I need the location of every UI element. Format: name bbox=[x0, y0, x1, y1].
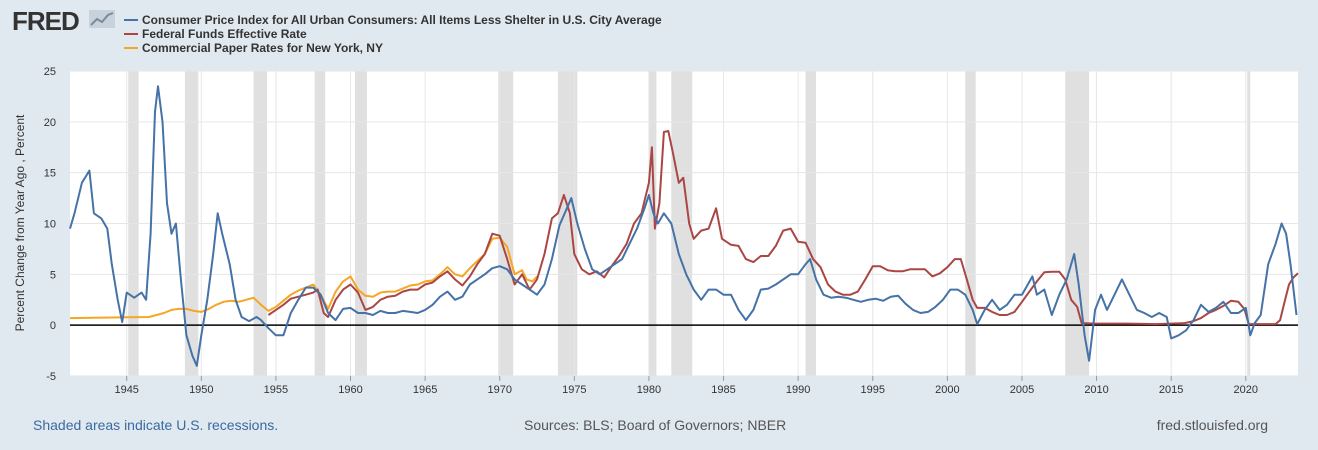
x-tick-label: 1975 bbox=[562, 384, 586, 396]
x-tick-label: 1945 bbox=[114, 384, 138, 396]
y-tick-label: 5 bbox=[50, 269, 56, 281]
legend-item-cpi: Consumer Price Index for All Urban Consu… bbox=[124, 13, 662, 27]
recession-note: Shaded areas indicate U.S. recessions. bbox=[33, 417, 279, 433]
series-line-0 bbox=[69, 85, 1298, 367]
y-tick-label: 0 bbox=[50, 320, 56, 332]
y-tick-label: -5 bbox=[46, 371, 56, 383]
sources-note: Sources: BLS; Board of Governors; NBER bbox=[524, 417, 787, 433]
series-line-2 bbox=[69, 236, 538, 320]
y-axis-ticks: 25 20 15 10 5 0 -5 bbox=[44, 66, 56, 383]
site-link[interactable]: fred.stlouisfed.org bbox=[1156, 417, 1268, 433]
legend-swatch-cpi bbox=[124, 19, 138, 21]
x-tick-label: 1990 bbox=[786, 384, 810, 396]
x-tick-label: 2005 bbox=[1010, 384, 1034, 396]
legend-label-cp: Commercial Paper Rates for New York, NY bbox=[142, 41, 383, 55]
legend-item-fedfunds: Federal Funds Effective Rate bbox=[124, 27, 662, 41]
x-tick-label: 1980 bbox=[637, 384, 661, 396]
chart-legend: Consumer Price Index for All Urban Consu… bbox=[124, 13, 662, 55]
x-axis-ticks: 1945 1950 1955 1960 1965 1970 1975 1980 1985 1990… bbox=[114, 376, 1258, 396]
fred-logo: FRED bbox=[12, 6, 80, 36]
x-tick-label: 1985 bbox=[711, 384, 735, 396]
legend-swatch-cp bbox=[124, 47, 138, 49]
y-axis-label: Percent Change from Year Ago , Percent bbox=[13, 114, 27, 331]
x-tick-label: 1970 bbox=[487, 384, 511, 396]
x-tick-label: 2000 bbox=[935, 384, 959, 396]
x-tick-label: 2010 bbox=[1084, 384, 1108, 396]
x-tick-label: 1965 bbox=[413, 384, 437, 396]
legend-label-cpi: Consumer Price Index for All Urban Consu… bbox=[142, 13, 662, 27]
series-line-1 bbox=[267, 130, 1299, 326]
x-tick-label: 1955 bbox=[264, 384, 288, 396]
legend-label-fedfunds: Federal Funds Effective Rate bbox=[142, 27, 307, 41]
fred-chart-icon bbox=[89, 10, 115, 28]
y-tick-label: 15 bbox=[44, 168, 56, 180]
legend-swatch-fedfunds bbox=[124, 33, 138, 35]
x-tick-label: 1960 bbox=[338, 384, 362, 396]
x-tick-label: 2015 bbox=[1159, 384, 1183, 396]
series-lines bbox=[69, 85, 1299, 367]
legend-item-cp: Commercial Paper Rates for New York, NY bbox=[124, 41, 662, 55]
x-tick-label: 2020 bbox=[1234, 384, 1258, 396]
y-tick-label: 10 bbox=[44, 219, 56, 231]
y-tick-label: 20 bbox=[44, 117, 56, 129]
x-tick-label: 1950 bbox=[189, 384, 213, 396]
x-tick-label: 1995 bbox=[861, 384, 885, 396]
y-tick-label: 25 bbox=[44, 66, 56, 78]
